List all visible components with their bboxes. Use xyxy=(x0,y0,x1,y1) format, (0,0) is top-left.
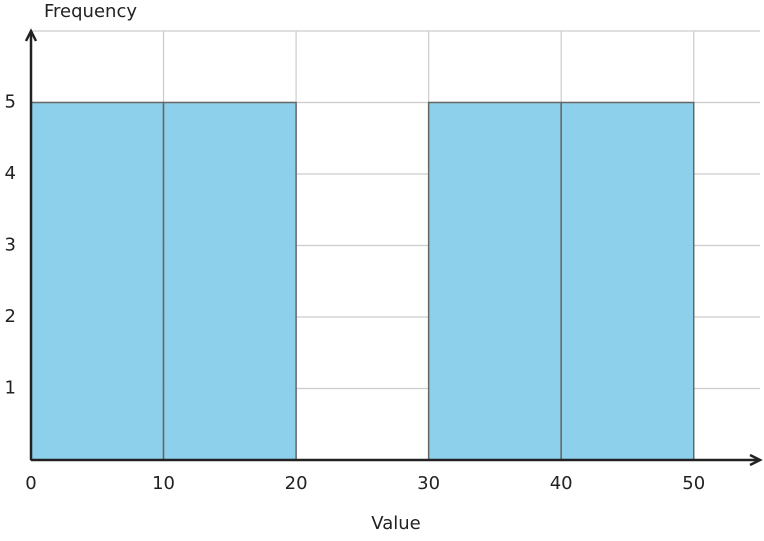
y-tick-label: 1 xyxy=(5,378,16,399)
x-tick-label: 0 xyxy=(25,473,36,494)
y-axis-arrow xyxy=(24,28,38,42)
x-tick-label: 50 xyxy=(682,473,705,494)
x-tick-label: 10 xyxy=(152,473,175,494)
x-axis-label: Value xyxy=(371,513,420,534)
y-tick-label: 4 xyxy=(5,163,16,184)
histogram-bar xyxy=(560,101,695,461)
x-axis-arrow xyxy=(749,453,763,467)
histogram-bar xyxy=(30,101,165,461)
histogram-bar xyxy=(427,101,562,461)
x-tick-label: 30 xyxy=(417,473,440,494)
y-tick-label: 2 xyxy=(5,306,16,327)
x-tick-label: 20 xyxy=(285,473,308,494)
histogram-bar xyxy=(162,101,297,461)
x-tick-label: 40 xyxy=(550,473,573,494)
y-tick-label: 3 xyxy=(5,235,16,256)
y-tick-label: 5 xyxy=(5,92,16,113)
y-axis-label: Frequency xyxy=(44,1,137,22)
